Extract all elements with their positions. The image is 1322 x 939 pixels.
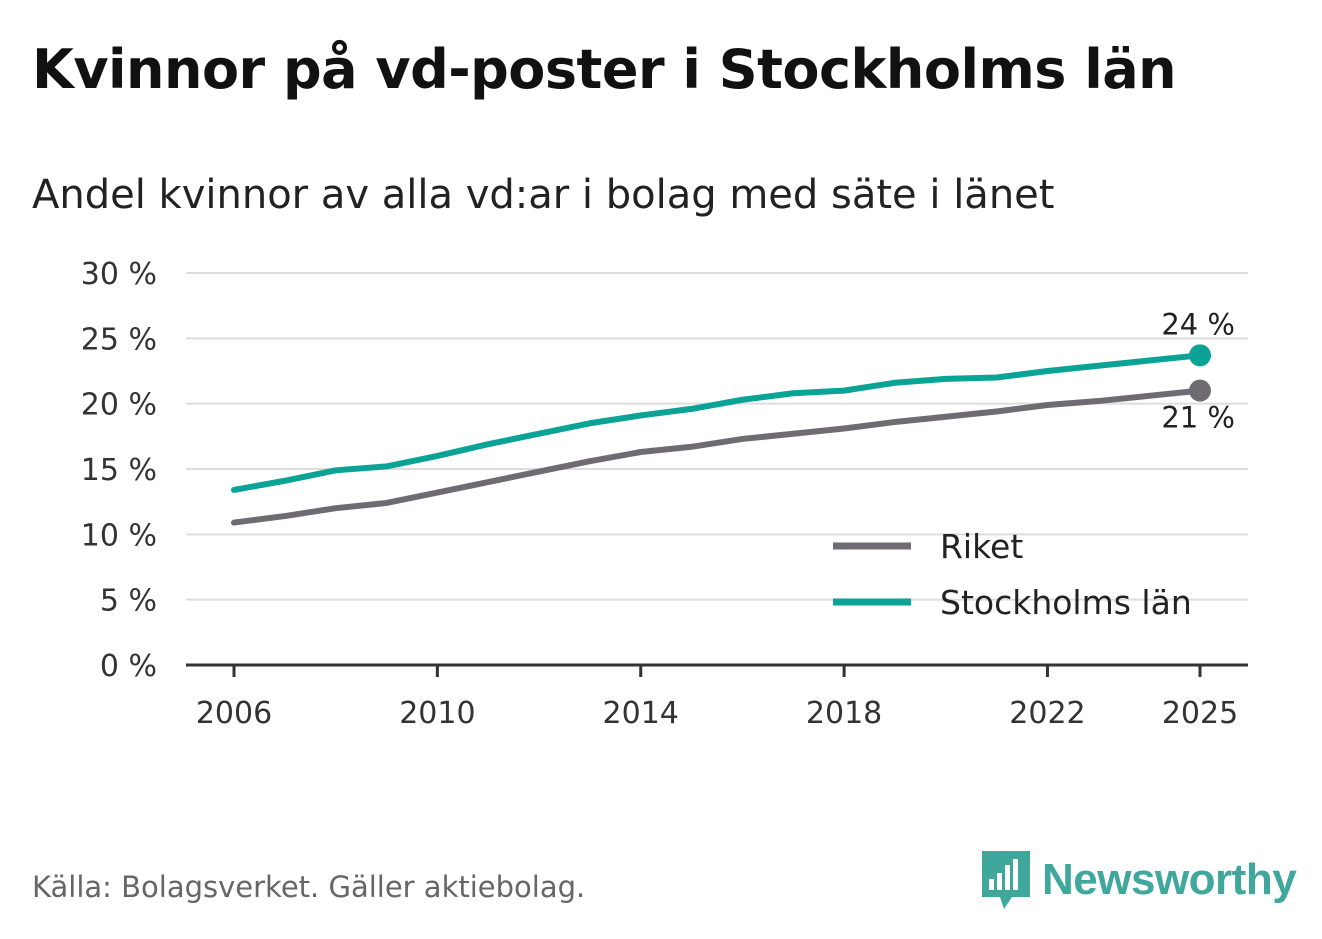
y-tick-label: 20 % (81, 388, 157, 423)
legend-label: Stockholms län (940, 583, 1192, 622)
brand-name: Newsworthy (1042, 855, 1297, 904)
y-tick-label: 25 % (81, 322, 157, 357)
brand-logo: Newsworthy (982, 850, 1297, 910)
x-tick-label: 2022 (1009, 696, 1085, 731)
line-chart: 0 % 5 % 10 % 15 % 20 % 25 % 30 % 2006 2010 2014 20… (81, 257, 1248, 731)
end-value-label: 24 % (1161, 307, 1235, 341)
legend-label: Riket (940, 527, 1023, 566)
y-tick-label: 10 % (81, 518, 157, 553)
newsworthy-icon (982, 851, 1030, 909)
chart-title: Kvinnor på vd-poster i Stockholms län (32, 38, 1177, 101)
y-tick-label: 15 % (81, 453, 157, 488)
x-tick-label: 2025 (1162, 696, 1238, 731)
x-tick-label: 2006 (196, 696, 272, 731)
chart-subtitle: Andel kvinnor av alla vd:ar i bolag med … (32, 172, 1055, 218)
x-tick-label: 2014 (603, 696, 679, 731)
end-point-marker (1189, 379, 1211, 402)
x-tick-label: 2018 (806, 696, 882, 731)
end-value-label: 21 % (1161, 401, 1235, 435)
series-line-riket (231, 387, 1203, 526)
end-point-marker (1189, 344, 1211, 367)
y-tick-label: 0 % (100, 649, 157, 684)
x-tick-label: 2010 (399, 696, 475, 731)
y-tick-label: 5 % (100, 584, 157, 619)
series-line-stockholms-lan (231, 352, 1203, 493)
source-note: Källa: Bolagsverket. Gäller aktiebolag. (32, 870, 586, 904)
y-tick-label: 30 % (81, 257, 157, 292)
